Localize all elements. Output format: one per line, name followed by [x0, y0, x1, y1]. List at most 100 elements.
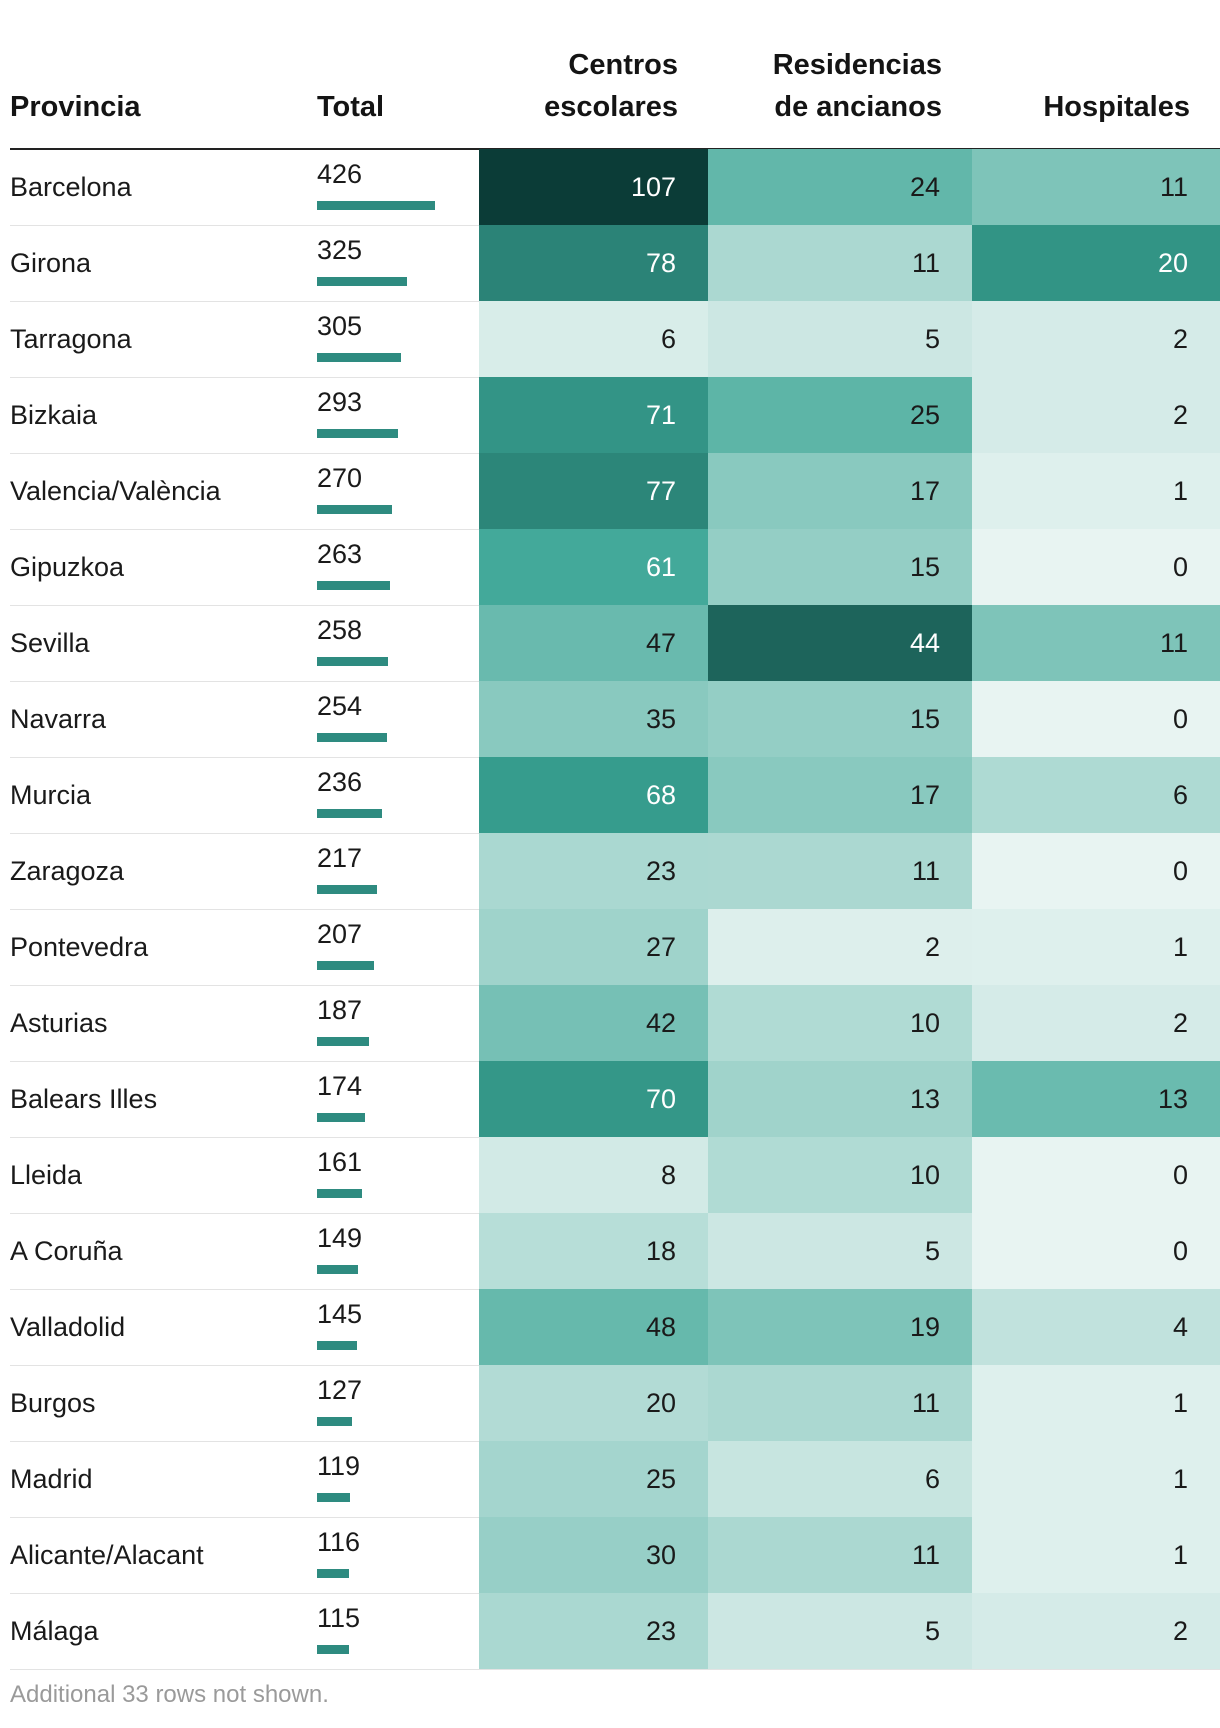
- hospitales-cell: 0: [972, 1137, 1220, 1213]
- centros-cell: 23: [479, 833, 708, 909]
- hospitales-cell: 2: [972, 377, 1220, 453]
- hospitales-cell: 0: [972, 833, 1220, 909]
- table-row: Madrid 119 25 6 1: [10, 1441, 1220, 1518]
- total-cell: 263: [317, 529, 477, 605]
- total-bar: [317, 733, 388, 742]
- total-value: 270: [317, 463, 363, 493]
- provincia-cell: Madrid: [10, 1464, 93, 1494]
- header-total[interactable]: Total: [317, 91, 385, 123]
- hospitales-cell: 20: [972, 225, 1220, 301]
- total-bar: [317, 885, 378, 894]
- residencias-cell: 13: [708, 1061, 972, 1137]
- hospitales-cell: 13: [972, 1061, 1220, 1137]
- centros-cell: 30: [479, 1517, 708, 1593]
- table-row: A Coruña 149 18 5 0: [10, 1213, 1220, 1290]
- provincia-cell: Murcia: [10, 780, 92, 810]
- table-row: Burgos 127 20 11 1: [10, 1365, 1220, 1442]
- residencias-cell: 17: [708, 453, 972, 529]
- total-cell: 116: [317, 1517, 477, 1593]
- table-row: Girona 325 78 11 20: [10, 225, 1220, 302]
- hospitales-cell: 2: [972, 301, 1220, 377]
- table-row: Gipuzkoa 263 61 15 0: [10, 529, 1220, 606]
- total-cell: 174: [317, 1061, 477, 1137]
- centros-cell: 18: [479, 1213, 708, 1289]
- total-bar: [317, 1645, 349, 1654]
- header-residencias-line1: Residencias: [772, 49, 942, 81]
- provincia-cell: Pontevedra: [10, 932, 149, 962]
- table-row: Sevilla 258 47 44 11: [10, 605, 1220, 682]
- table-row: Pontevedra 207 27 2 1: [10, 909, 1220, 986]
- total-bar: [317, 809, 383, 818]
- header-centros-escolares[interactable]: Centros escolares: [479, 44, 678, 128]
- centros-cell: 78: [479, 225, 708, 301]
- total-cell: 293: [317, 377, 477, 453]
- total-value: 119: [317, 1451, 361, 1481]
- total-bar: [317, 1189, 362, 1198]
- total-value: 127: [317, 1375, 363, 1405]
- centros-cell: 70: [479, 1061, 708, 1137]
- total-bar: [317, 961, 375, 970]
- hospitales-cell: 1: [972, 453, 1220, 529]
- table-row: Murcia 236 68 17 6: [10, 757, 1220, 834]
- provincia-cell: Sevilla: [10, 628, 90, 658]
- total-cell: 161: [317, 1137, 477, 1213]
- centros-cell: 27: [479, 909, 708, 985]
- residencias-cell: 6: [708, 1441, 972, 1517]
- total-bar: [317, 277, 408, 286]
- residencias-cell: 2: [708, 909, 972, 985]
- total-value: 258: [317, 615, 363, 645]
- provincia-cell: Valencia/València: [10, 476, 221, 506]
- table-row: Málaga 115 23 5 2: [10, 1593, 1220, 1670]
- centros-cell: 48: [479, 1289, 708, 1365]
- total-cell: 115: [317, 1593, 477, 1669]
- centros-cell: 107: [479, 149, 708, 225]
- centros-cell: 71: [479, 377, 708, 453]
- header-residencias-line2: de ancianos: [774, 91, 942, 123]
- total-value: 305: [317, 311, 363, 341]
- residencias-cell: 15: [708, 529, 972, 605]
- header-provincia[interactable]: Provincia: [10, 91, 141, 123]
- total-cell: 305: [317, 301, 477, 377]
- header-residencias[interactable]: Residencias de ancianos: [708, 44, 942, 128]
- provincia-cell: A Coruña: [10, 1236, 123, 1266]
- total-cell: 187: [317, 985, 477, 1061]
- total-cell: 207: [317, 909, 477, 985]
- centros-cell: 23: [479, 1593, 708, 1669]
- footnote: Additional 33 rows not shown.: [10, 1681, 329, 1708]
- total-cell: 236: [317, 757, 477, 833]
- residencias-cell: 24: [708, 149, 972, 225]
- provincia-cell: Zaragoza: [10, 856, 125, 886]
- residencias-cell: 10: [708, 1137, 972, 1213]
- centros-cell: 25: [479, 1441, 708, 1517]
- hospitales-cell: 0: [972, 1213, 1220, 1289]
- residencias-cell: 5: [708, 301, 972, 377]
- total-bar: [317, 1341, 358, 1350]
- total-bar: [317, 1113, 366, 1122]
- hospitales-cell: 1: [972, 909, 1220, 985]
- total-value: 161: [317, 1147, 363, 1177]
- total-bar: [317, 1569, 350, 1578]
- hospitales-cell: 1: [972, 1365, 1220, 1441]
- provincia-cell: Asturias: [10, 1008, 108, 1038]
- total-value: 325: [317, 235, 363, 265]
- table-row: Navarra 254 35 15 0: [10, 681, 1220, 758]
- provincia-cell: Balears Illes: [10, 1084, 158, 1114]
- centros-cell: 42: [479, 985, 708, 1061]
- residencias-cell: 11: [708, 833, 972, 909]
- header-hospitales[interactable]: Hospitales: [1043, 91, 1190, 123]
- total-value: 254: [317, 691, 363, 721]
- total-value: 207: [317, 919, 363, 949]
- centros-cell: 61: [479, 529, 708, 605]
- centros-cell: 20: [479, 1365, 708, 1441]
- table-header: Provincia Total Centros escolares Reside…: [10, 0, 1220, 150]
- provincia-cell: Málaga: [10, 1616, 99, 1646]
- provincia-cell: Gipuzkoa: [10, 552, 125, 582]
- table-row: Lleida 161 8 10 0: [10, 1137, 1220, 1214]
- residencias-cell: 11: [708, 1365, 972, 1441]
- residencias-cell: 25: [708, 377, 972, 453]
- total-cell: 258: [317, 605, 477, 681]
- header-centros-line1: Centros: [568, 49, 678, 81]
- residencias-cell: 19: [708, 1289, 972, 1365]
- total-value: 236: [317, 767, 363, 797]
- table-row: Valencia/València 270 77 17 1: [10, 453, 1220, 530]
